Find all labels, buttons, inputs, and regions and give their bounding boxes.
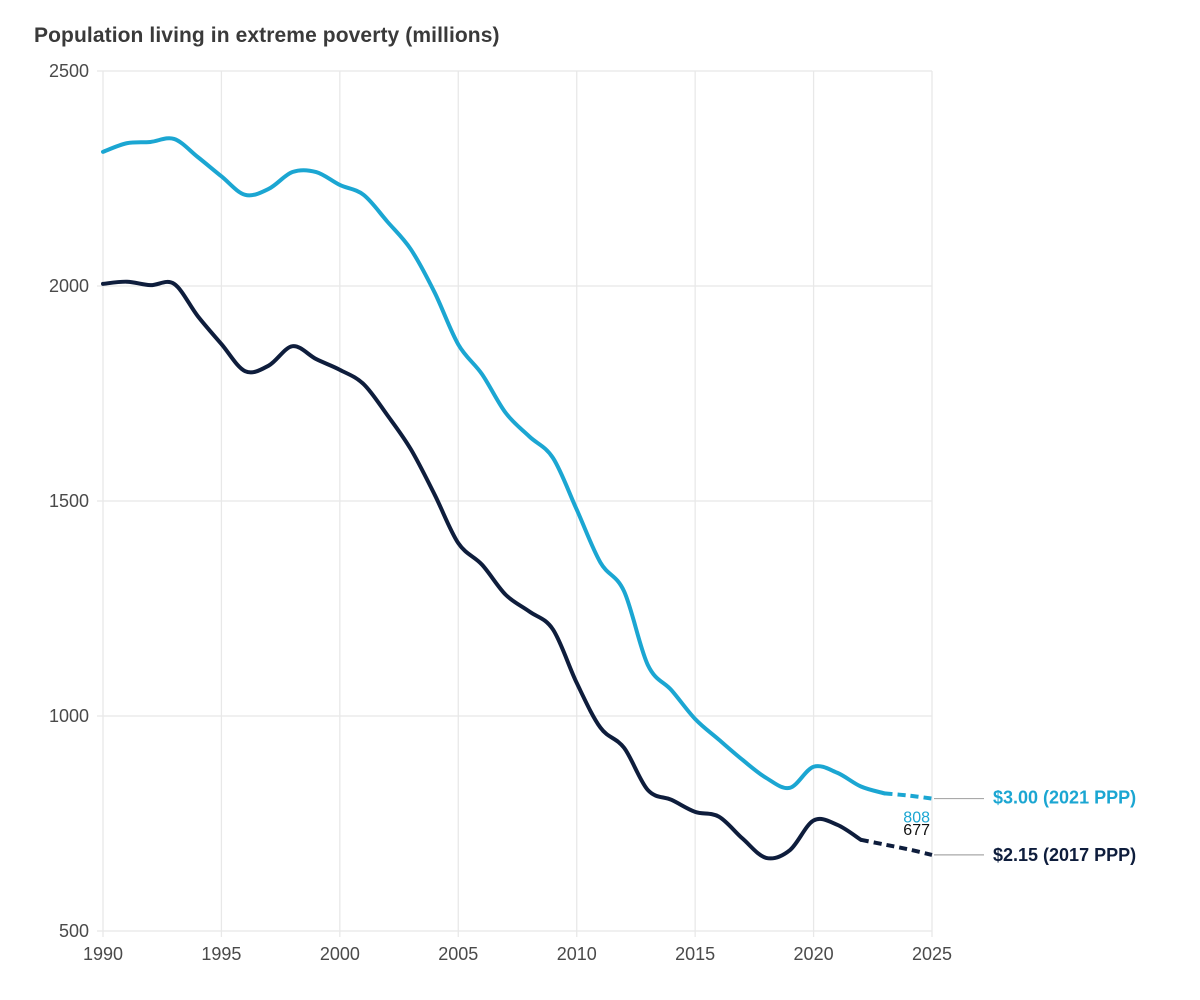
- y-tick-label: 500: [59, 921, 89, 941]
- y-tick-label: 1500: [49, 491, 89, 511]
- projection-line: [860, 837, 933, 857]
- y-gridlines: [97, 70, 932, 932]
- x-tick-label: 2010: [557, 944, 597, 964]
- series-line: [101, 136, 887, 796]
- series-1: [101, 279, 933, 861]
- x-tick-label: 2020: [794, 944, 834, 964]
- x-tick-label: 2025: [912, 944, 952, 964]
- end-value-label: 677: [903, 822, 930, 839]
- chart-title: Population living in extreme poverty (mi…: [34, 24, 500, 47]
- x-tick-label: 1990: [83, 944, 123, 964]
- y-axis-tick-labels: 500 1000 1500 2000 2500: [49, 61, 89, 941]
- series-name-label: $3.00 (2021 PPP): [993, 788, 1136, 808]
- x-axis-tick-labels: 1990 1995 2000 2005 2010 2015 2020 2025: [83, 944, 952, 964]
- y-tick-label: 2000: [49, 276, 89, 296]
- x-gridlines: [102, 71, 933, 937]
- projection-line: [884, 791, 933, 801]
- series-layer: [101, 136, 933, 861]
- y-tick-label: 2500: [49, 61, 89, 81]
- series-0: [101, 136, 933, 801]
- x-tick-label: 2015: [675, 944, 715, 964]
- series-line: [101, 279, 863, 861]
- x-tick-label: 2005: [438, 944, 478, 964]
- series-labels: $3.00 (2021 PPP) 808 $2.15 (2017 PPP) 677: [903, 788, 1136, 865]
- y-tick-label: 1000: [49, 706, 89, 726]
- x-tick-label: 1995: [201, 944, 241, 964]
- series-name-label: $2.15 (2017 PPP): [993, 845, 1136, 865]
- end-value-label: 808: [903, 810, 930, 827]
- x-tick-label: 2000: [320, 944, 360, 964]
